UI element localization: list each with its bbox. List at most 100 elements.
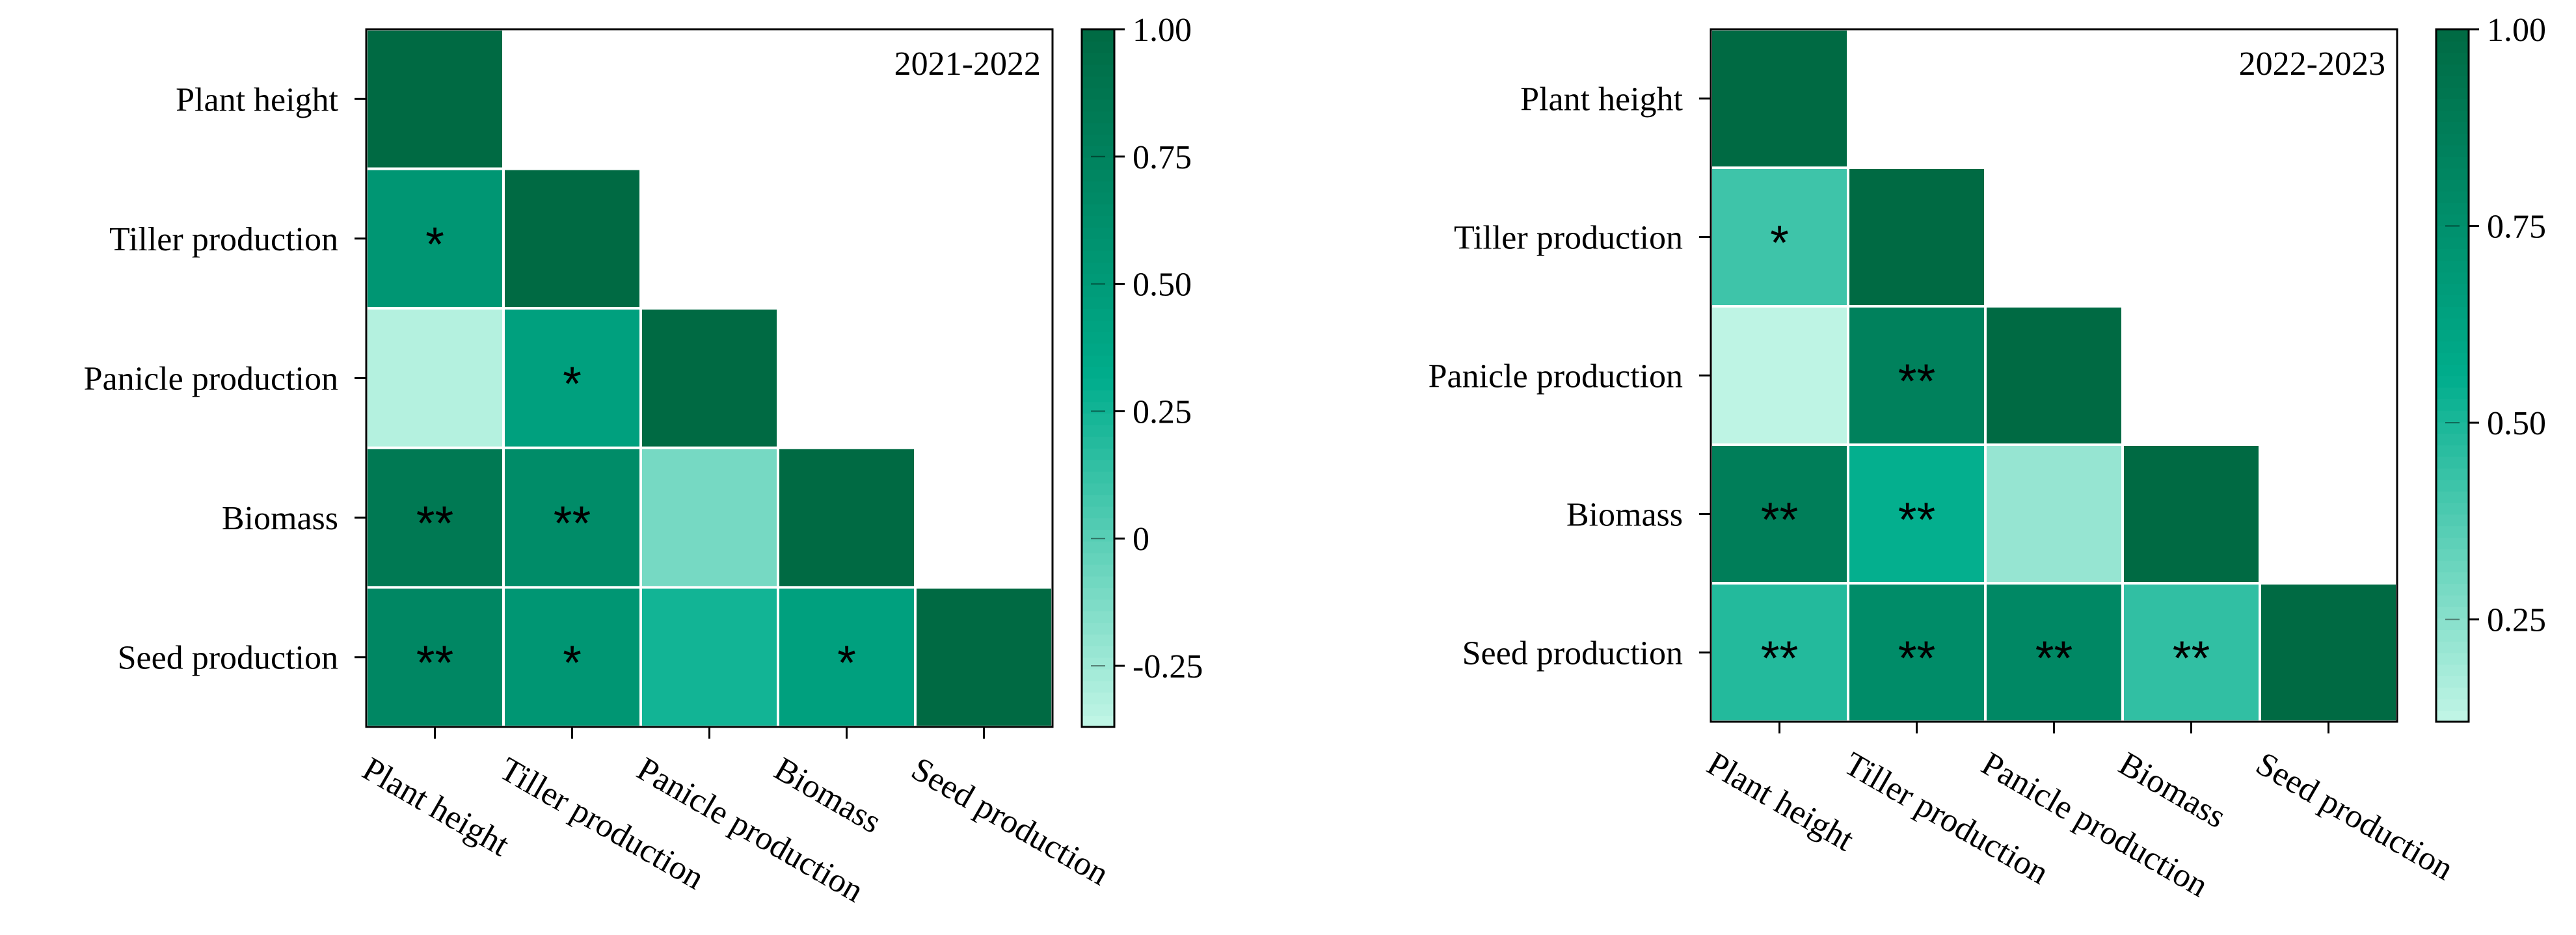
colorbar-tick-label: 1.00 (1133, 12, 1192, 49)
colorbar-segment (1082, 122, 1114, 135)
colorbar-segment (2436, 295, 2469, 307)
colorbar-tick-label: 0.75 (2487, 209, 2546, 246)
colorbar-tick-label: 0.25 (2487, 602, 2546, 639)
heatmap-cell (1984, 582, 2124, 723)
colorbar-segment (2436, 479, 2469, 492)
colorbar-segment (2436, 664, 2469, 676)
colorbar-segment (2436, 514, 2469, 527)
significance-label: * (837, 636, 856, 690)
significance-label: ** (1898, 354, 1936, 408)
significance-label: * (1770, 216, 1789, 270)
significance-label: * (563, 636, 582, 690)
colorbar-segment (2436, 133, 2469, 146)
colorbar-segment (1082, 459, 1114, 472)
colorbar-segment (1082, 622, 1114, 635)
significance-label: ** (1898, 631, 1936, 685)
colorbar-segment (2436, 283, 2469, 296)
colorbar-tick-label: 0 (1133, 521, 1149, 558)
heatmap-cell (639, 307, 779, 449)
colorbar-segment (2436, 191, 2469, 204)
panel-title: 2021-2022 (894, 46, 1041, 83)
colorbar-segment (1082, 599, 1114, 612)
colorbar-segment (1082, 482, 1114, 495)
colorbar-segment (2436, 40, 2469, 53)
colorbar-segment (1082, 704, 1114, 717)
colorbar-segment (2436, 156, 2469, 168)
colorbar-tick-label: -0.25 (1133, 648, 1203, 685)
colorbar-segment (1082, 366, 1114, 379)
colorbar-segment (2436, 98, 2469, 111)
heatmap-cell (2121, 582, 2261, 723)
heatmap-cell (365, 28, 505, 170)
colorbar-segment (2436, 618, 2469, 630)
colorbar-segment (2436, 214, 2469, 226)
colorbar-segment (2436, 572, 2469, 584)
colorbar-segment (2436, 179, 2469, 192)
y-tick-label: Panicle production (84, 361, 338, 398)
colorbar-segment (1082, 99, 1114, 112)
significance-label: ** (1761, 631, 1799, 685)
colorbar-segment (2436, 537, 2469, 549)
y-tick-label: Biomass (1566, 497, 1683, 534)
y-tick-label: Plant height (1520, 81, 1683, 118)
colorbar-segment (2436, 433, 2469, 445)
colorbar-segment (2436, 363, 2469, 376)
colorbar-segment (1082, 506, 1114, 519)
heatmap-cell (502, 167, 642, 310)
colorbar-segment (1082, 645, 1114, 658)
heatmap-cell (1710, 166, 1849, 308)
colorbar-segment (1082, 285, 1114, 298)
significance-label: ** (554, 496, 591, 550)
colorbar-segment (1082, 52, 1114, 65)
y-tick-label: Plant height (176, 81, 338, 118)
colorbar-segment (1082, 668, 1114, 681)
colorbar-segment (2436, 52, 2469, 65)
colorbar-segment (2436, 86, 2469, 99)
colorbar-segment (2436, 640, 2469, 653)
colorbar-segment (1082, 145, 1114, 158)
panel-title: 2022-2023 (2239, 46, 2385, 83)
x-tick-label: Biomass (768, 750, 888, 841)
colorbar-segment (1082, 87, 1114, 100)
colorbar-segment (2436, 445, 2469, 457)
colorbar-segment (2436, 306, 2469, 319)
colorbar-segment (2436, 525, 2469, 538)
colorbar: 1.00 0.75 0.50 0.25 0 -0.25 (1080, 12, 1203, 728)
colorbar-segment (2436, 491, 2469, 503)
colorbar-segment (1082, 133, 1114, 146)
colorbar-segment (2436, 225, 2469, 238)
colorbar-segment (1082, 413, 1114, 426)
colorbar-segment (2436, 468, 2469, 481)
x-tick-label: Plant height (356, 750, 516, 864)
colorbar-segment (1082, 575, 1114, 588)
significance-label: ** (2173, 631, 2210, 685)
y-tick-label: Seed production (1462, 635, 1683, 672)
y-tick-label: Panicle production (1429, 358, 1683, 395)
colorbar-segment (1082, 157, 1114, 170)
colorbar-segment (1082, 343, 1114, 356)
heatmap-cell (914, 586, 1054, 729)
significance-label: ** (1761, 493, 1799, 547)
colorbar-segment (2436, 271, 2469, 284)
colorbar-segment (1082, 587, 1114, 600)
colorbar-segment (1082, 192, 1114, 205)
significance-label: ** (416, 636, 454, 690)
y-tick-label: Seed production (118, 640, 338, 677)
colorbar-segment (2436, 710, 2469, 722)
colorbar-segment (2436, 687, 2469, 700)
colorbar-segment (1082, 633, 1114, 646)
x-tick-label: Seed production (2250, 745, 2460, 888)
colorbar-segment (1082, 471, 1114, 484)
colorbar-segment (2436, 606, 2469, 619)
colorbar-segment (2436, 329, 2469, 342)
y-tick-label: Tiller production (109, 221, 338, 258)
heatmap-cell (365, 167, 505, 310)
colorbar-segment (1082, 552, 1114, 565)
x-tick-label: Biomass (2113, 745, 2233, 836)
colorbar-segment (1082, 296, 1114, 309)
heatmap-cell (502, 307, 642, 449)
colorbar-segment (1082, 611, 1114, 624)
colorbar-segment (2436, 410, 2469, 423)
